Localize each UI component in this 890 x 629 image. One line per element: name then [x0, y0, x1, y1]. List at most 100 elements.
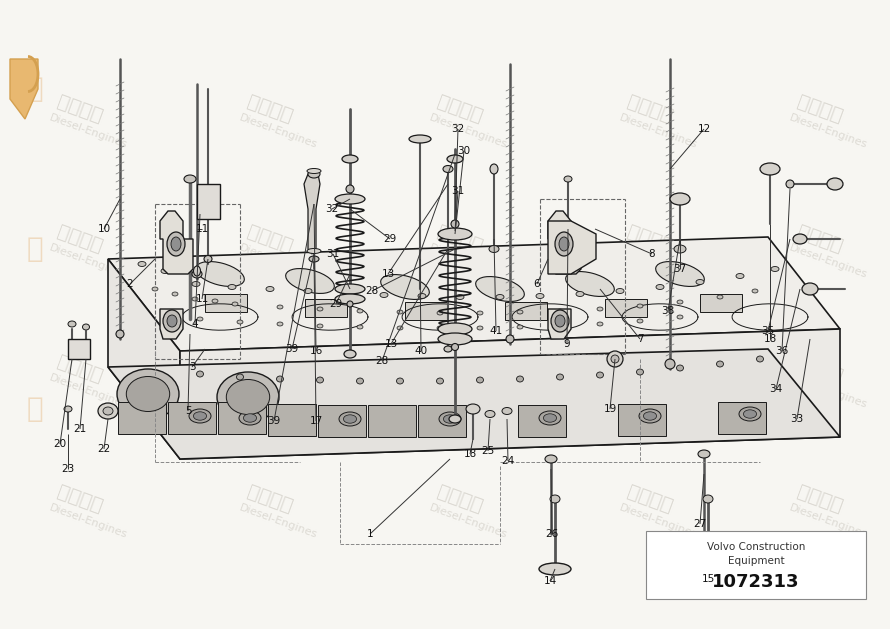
Ellipse shape	[409, 135, 431, 143]
Ellipse shape	[827, 178, 843, 190]
Polygon shape	[108, 349, 840, 459]
Text: Diesel-Engines: Diesel-Engines	[788, 502, 869, 540]
Text: 28: 28	[366, 286, 378, 296]
Text: 紫: 紫	[27, 75, 44, 103]
Bar	[718, 402, 766, 434]
Text: 12: 12	[698, 124, 710, 134]
Text: 40: 40	[415, 346, 427, 356]
Ellipse shape	[656, 284, 664, 289]
Ellipse shape	[357, 309, 363, 313]
Ellipse shape	[676, 365, 684, 371]
Text: 29: 29	[384, 234, 397, 244]
Ellipse shape	[643, 412, 657, 420]
Text: Diesel-Engines: Diesel-Engines	[238, 372, 319, 409]
Ellipse shape	[451, 220, 459, 228]
Text: 18: 18	[764, 334, 777, 344]
Polygon shape	[197, 184, 220, 219]
Ellipse shape	[192, 297, 198, 301]
Ellipse shape	[381, 275, 429, 299]
Ellipse shape	[447, 155, 463, 163]
Text: Diesel-Engines: Diesel-Engines	[618, 242, 699, 280]
Text: 6: 6	[534, 279, 540, 289]
Ellipse shape	[544, 414, 556, 422]
Bar	[418, 405, 466, 437]
Text: 紫发动力: 紫发动力	[625, 222, 676, 256]
Ellipse shape	[380, 292, 388, 298]
Ellipse shape	[771, 267, 779, 272]
Ellipse shape	[550, 495, 560, 503]
Text: Diesel-Engines: Diesel-Engines	[238, 502, 319, 540]
Text: Diesel-Engines: Diesel-Engines	[47, 372, 128, 409]
Text: 26: 26	[546, 529, 559, 539]
Text: 36: 36	[775, 346, 789, 356]
Ellipse shape	[536, 294, 544, 299]
Ellipse shape	[717, 295, 723, 299]
Ellipse shape	[167, 315, 177, 327]
Ellipse shape	[342, 155, 358, 163]
Ellipse shape	[703, 495, 713, 503]
Ellipse shape	[670, 193, 690, 205]
Ellipse shape	[597, 322, 603, 326]
Polygon shape	[548, 309, 571, 339]
Ellipse shape	[802, 283, 818, 295]
Text: 5: 5	[185, 406, 191, 416]
Text: 紫发动力: 紫发动力	[245, 222, 295, 256]
Ellipse shape	[496, 294, 504, 299]
Ellipse shape	[760, 163, 780, 175]
Text: 34: 34	[769, 384, 782, 394]
Ellipse shape	[286, 269, 335, 294]
Text: Equipment: Equipment	[728, 556, 784, 566]
Text: 紫发动力: 紫发动力	[245, 92, 295, 126]
Ellipse shape	[597, 307, 603, 311]
Text: 紫: 紫	[27, 395, 44, 423]
Ellipse shape	[756, 356, 764, 362]
Text: Diesel-Engines: Diesel-Engines	[788, 372, 869, 409]
Text: 9: 9	[563, 339, 570, 349]
Text: 22: 22	[97, 444, 110, 454]
Ellipse shape	[438, 228, 472, 240]
Ellipse shape	[418, 294, 426, 299]
Ellipse shape	[656, 262, 704, 286]
Text: Diesel-Engines: Diesel-Engines	[427, 242, 508, 280]
Ellipse shape	[477, 311, 483, 315]
Polygon shape	[10, 59, 38, 119]
Polygon shape	[180, 329, 840, 459]
Text: 紫发动力: 紫发动力	[625, 352, 676, 386]
Ellipse shape	[103, 407, 113, 415]
Ellipse shape	[277, 305, 283, 309]
Ellipse shape	[555, 315, 565, 327]
Ellipse shape	[335, 194, 365, 204]
Text: 37: 37	[674, 264, 686, 274]
Text: 紫发动力: 紫发动力	[54, 222, 105, 256]
Ellipse shape	[545, 455, 557, 463]
Ellipse shape	[506, 335, 514, 343]
Ellipse shape	[277, 376, 284, 382]
Text: 紫发动力: 紫发动力	[54, 482, 105, 516]
Text: 紫发动力: 紫发动力	[434, 352, 485, 386]
Polygon shape	[605, 299, 647, 317]
Ellipse shape	[237, 374, 244, 380]
Ellipse shape	[557, 324, 563, 328]
Ellipse shape	[696, 279, 704, 284]
Text: 紫发动力: 紫发动力	[245, 482, 295, 516]
Text: 紫发动力: 紫发动力	[54, 352, 105, 386]
Ellipse shape	[556, 374, 563, 380]
Text: 7: 7	[636, 334, 643, 344]
Ellipse shape	[317, 377, 323, 383]
Text: 28: 28	[376, 356, 389, 366]
Ellipse shape	[344, 350, 356, 358]
Ellipse shape	[83, 324, 90, 330]
Ellipse shape	[397, 326, 403, 330]
Ellipse shape	[226, 379, 270, 415]
Ellipse shape	[637, 304, 643, 308]
Ellipse shape	[243, 414, 256, 422]
Text: 紫发动力: 紫发动力	[795, 352, 845, 386]
Text: 39: 39	[267, 416, 280, 426]
Ellipse shape	[444, 346, 452, 352]
Ellipse shape	[317, 324, 323, 328]
Text: 24: 24	[501, 456, 514, 466]
Text: 8: 8	[649, 249, 655, 259]
Text: 13: 13	[382, 269, 394, 279]
Text: 20: 20	[53, 439, 67, 449]
Text: Volvo Construction: Volvo Construction	[707, 542, 805, 552]
